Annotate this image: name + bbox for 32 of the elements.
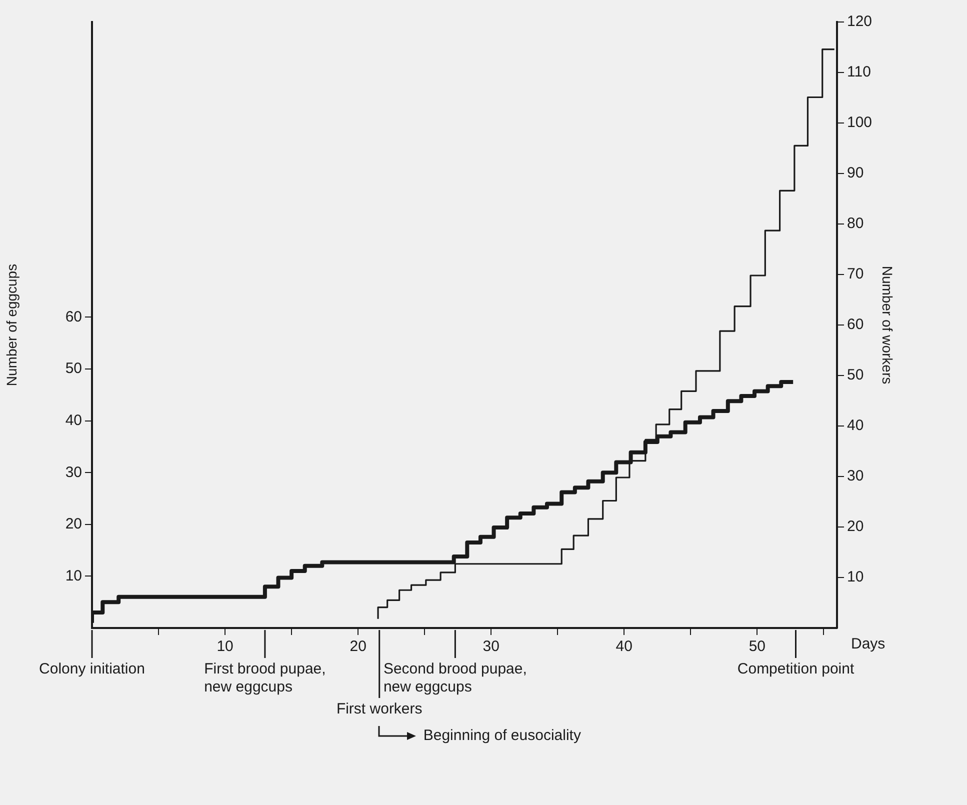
y-tick-label: 10: [65, 567, 82, 584]
y-tick-label: 50: [65, 360, 82, 378]
y2-tick-label: 40: [847, 417, 864, 434]
y-axis-title: Number of eggcups: [3, 264, 20, 386]
y2-axis-title: Number of workers: [880, 266, 896, 384]
ref-line-label: Competition point: [737, 660, 855, 678]
ref-line-label: First brood pupae, new eggcups: [204, 660, 326, 696]
x-tick-label: 40: [616, 638, 632, 656]
ref-line-label: First workers: [336, 700, 422, 718]
y2-tick-label: 120: [847, 13, 872, 30]
y2-tick-label: 30: [847, 468, 864, 485]
y2-tick-label: 90: [847, 164, 864, 182]
x-tick-label: 30: [482, 638, 500, 656]
y-tick-label: 60: [65, 308, 82, 326]
x-tick-label: 20: [350, 638, 366, 656]
y2-tick-label: 60: [847, 316, 864, 334]
y-tick-label: 40: [65, 412, 82, 429]
y2-tick-label: 110: [847, 64, 871, 81]
y2-tick-label: 100: [847, 114, 872, 132]
text: Beginning of eusociality: [423, 727, 582, 744]
y2-tick-label: 70: [847, 266, 864, 283]
y2-tick-label: 10: [847, 568, 864, 586]
x-axis-title: Days: [851, 636, 886, 653]
x-tick-label: 10: [216, 638, 234, 656]
y-tick-label: 30: [65, 464, 82, 481]
y2-tick-label: 20: [847, 518, 864, 536]
y2-tick-label: 80: [847, 215, 864, 232]
x-tick-label: 50: [748, 638, 766, 656]
ref-line-label: Colony initiation: [39, 660, 145, 678]
y-tick-label: 20: [65, 516, 82, 533]
ref-line-label: Second brood pupae, new eggcups: [383, 660, 527, 696]
y2-tick-label: 50: [847, 366, 864, 384]
